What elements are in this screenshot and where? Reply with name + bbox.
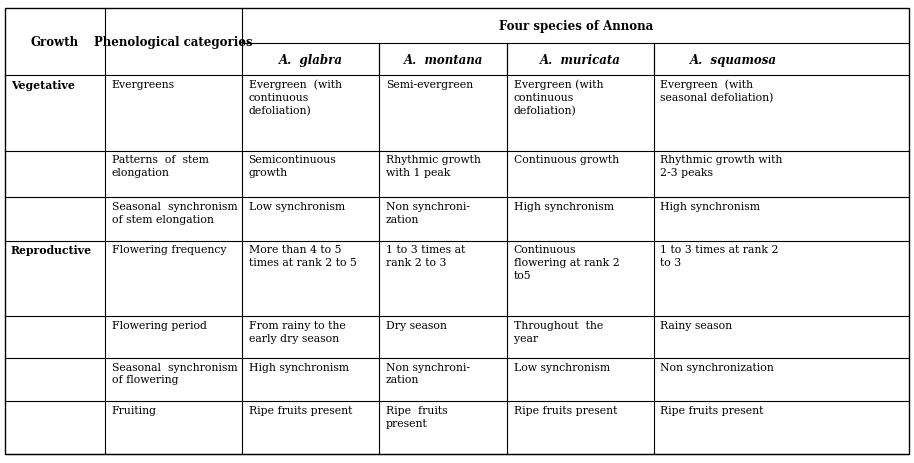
Text: Evergreen  (with
continuous
defoliation): Evergreen (with continuous defoliation) [249, 80, 342, 116]
Text: Rainy season: Rainy season [660, 320, 732, 330]
Text: A.  glabra: A. glabra [279, 54, 343, 67]
Text: Ripe  fruits
present: Ripe fruits present [386, 405, 447, 428]
Text: High synchronism: High synchronism [660, 201, 760, 211]
Text: Rhythmic growth
with 1 peak: Rhythmic growth with 1 peak [386, 155, 481, 178]
Text: Flowering period: Flowering period [112, 320, 207, 330]
Text: 1 to 3 times at
rank 2 to 3: 1 to 3 times at rank 2 to 3 [386, 245, 465, 268]
Text: Seasonal  synchronism
of flowering: Seasonal synchronism of flowering [112, 362, 237, 385]
Text: Dry season: Dry season [386, 320, 447, 330]
Text: High synchronism: High synchronism [514, 201, 613, 211]
Text: Growth: Growth [31, 36, 79, 49]
Text: High synchronism: High synchronism [249, 362, 348, 372]
Text: Continuous
flowering at rank 2
to5: Continuous flowering at rank 2 to5 [514, 245, 620, 280]
Text: A.  montana: A. montana [404, 54, 483, 67]
Text: Non synchronization: Non synchronization [660, 362, 773, 372]
Text: Semicontinuous
growth: Semicontinuous growth [249, 155, 336, 178]
Text: Patterns  of  stem
elongation: Patterns of stem elongation [112, 155, 208, 178]
Text: Semi-evergreen: Semi-evergreen [386, 80, 473, 89]
Text: Ripe fruits present: Ripe fruits present [249, 405, 352, 415]
Text: Phenological categories: Phenological categories [94, 36, 253, 49]
Text: Continuous growth: Continuous growth [514, 155, 619, 165]
Text: A.  squamosa: A. squamosa [690, 54, 777, 67]
Text: Vegetative: Vegetative [11, 80, 75, 91]
Text: Rhythmic growth with
2-3 peaks: Rhythmic growth with 2-3 peaks [660, 155, 782, 178]
Text: A.  muricata: A. muricata [540, 54, 621, 67]
Text: Reproductive: Reproductive [11, 245, 92, 256]
Text: Fruiting: Fruiting [112, 405, 156, 415]
Text: Flowering frequency: Flowering frequency [112, 245, 226, 255]
Text: Throughout  the
year: Throughout the year [514, 320, 603, 343]
Text: Seasonal  synchronism
of stem elongation: Seasonal synchronism of stem elongation [112, 201, 237, 224]
Text: 1 to 3 times at rank 2
to 3: 1 to 3 times at rank 2 to 3 [660, 245, 779, 268]
Text: More than 4 to 5
times at rank 2 to 5: More than 4 to 5 times at rank 2 to 5 [249, 245, 356, 268]
Text: Evergreens: Evergreens [112, 80, 175, 89]
Text: Low synchronism: Low synchronism [249, 201, 345, 211]
Text: Four species of Annona: Four species of Annona [499, 20, 653, 33]
Text: From rainy to the
early dry season: From rainy to the early dry season [249, 320, 345, 343]
Text: Ripe fruits present: Ripe fruits present [660, 405, 763, 415]
Text: Evergreen  (with
seasonal defoliation): Evergreen (with seasonal defoliation) [660, 80, 773, 103]
Text: Ripe fruits present: Ripe fruits present [514, 405, 617, 415]
Text: Low synchronism: Low synchronism [514, 362, 610, 372]
Text: Non synchroni-
zation: Non synchroni- zation [386, 201, 470, 224]
Text: Non synchroni-
zation: Non synchroni- zation [386, 362, 470, 385]
Text: Evergreen (with
continuous
defoliation): Evergreen (with continuous defoliation) [514, 80, 603, 116]
